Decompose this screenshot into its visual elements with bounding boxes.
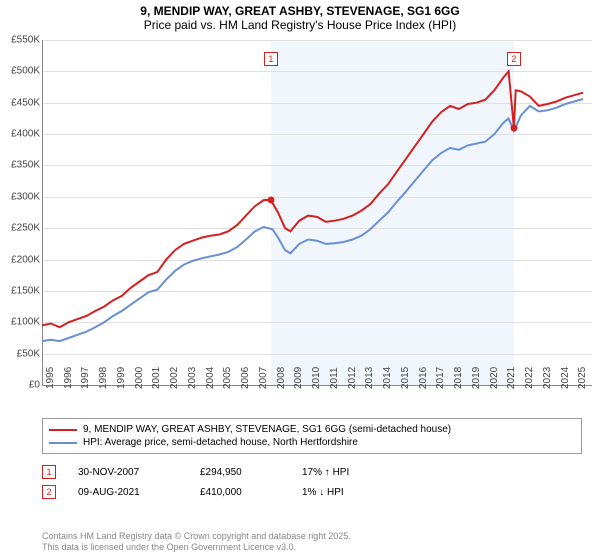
legend-label: 9, MENDIP WAY, GREAT ASHBY, STEVENAGE, S… xyxy=(83,424,451,435)
y-axis-label: £300K xyxy=(0,191,40,202)
y-axis-label: £100K xyxy=(0,317,40,328)
chart-marker-1: 1 xyxy=(264,52,278,66)
plot-region: £0£50K£100K£150K£200K£250K£300K£350K£400… xyxy=(42,40,592,385)
chart-marker-2: 2 xyxy=(507,52,521,66)
legend-row: HPI: Average price, semi-detached house,… xyxy=(49,436,575,449)
footer-attribution: Contains HM Land Registry data © Crown c… xyxy=(42,531,351,554)
title-subtitle: Price paid vs. HM Land Registry's House … xyxy=(0,18,600,32)
chart-marker-dot-1 xyxy=(267,196,274,203)
data-row-price: £410,000 xyxy=(200,487,280,498)
footer-line1: Contains HM Land Registry data © Crown c… xyxy=(42,531,351,543)
series-svg xyxy=(42,40,592,385)
y-axis-label: £450K xyxy=(0,97,40,108)
data-row-delta: 17% ↑ HPI xyxy=(302,467,349,478)
y-axis-label: £500K xyxy=(0,66,40,77)
data-row-2: 2 09-AUG-2021 £410,000 1% ↓ HPI xyxy=(42,482,349,502)
data-row-marker: 2 xyxy=(42,485,56,499)
legend-row: 9, MENDIP WAY, GREAT ASHBY, STEVENAGE, S… xyxy=(49,423,575,436)
y-axis-label: £0 xyxy=(0,380,40,391)
data-point-table: 1 30-NOV-2007 £294,950 17% ↑ HPI 2 09-AUG-202… xyxy=(42,462,349,502)
data-row-1: 1 30-NOV-2007 £294,950 17% ↑ HPI xyxy=(42,462,349,482)
y-axis-label: £250K xyxy=(0,223,40,234)
y-axis-label: £350K xyxy=(0,160,40,171)
data-row-marker: 1 xyxy=(42,465,56,479)
legend-swatch xyxy=(49,429,77,431)
y-axis-label: £150K xyxy=(0,285,40,296)
title-address: 9, MENDIP WAY, GREAT ASHBY, STEVENAGE, S… xyxy=(0,4,600,18)
data-row-date: 30-NOV-2007 xyxy=(78,467,178,478)
y-axis-label: £200K xyxy=(0,254,40,265)
data-row-price: £294,950 xyxy=(200,467,280,478)
chart-title: 9, MENDIP WAY, GREAT ASHBY, STEVENAGE, S… xyxy=(0,0,600,34)
legend: 9, MENDIP WAY, GREAT ASHBY, STEVENAGE, S… xyxy=(42,418,582,454)
y-axis-label: £50K xyxy=(0,348,40,359)
y-axis-label: £400K xyxy=(0,129,40,140)
chart-plot-area: £0£50K£100K£150K£200K£250K£300K£350K£400… xyxy=(42,40,592,405)
series-hpi xyxy=(42,99,583,341)
legend-swatch xyxy=(49,442,77,444)
data-row-delta: 1% ↓ HPI xyxy=(302,487,344,498)
chart-marker-dot-2 xyxy=(510,124,517,131)
footer-line2: This data is licensed under the Open Gov… xyxy=(42,542,351,554)
data-row-date: 09-AUG-2021 xyxy=(78,487,178,498)
series-price_paid xyxy=(42,71,583,327)
legend-label: HPI: Average price, semi-detached house,… xyxy=(83,437,358,448)
y-axis-label: £550K xyxy=(0,35,40,46)
